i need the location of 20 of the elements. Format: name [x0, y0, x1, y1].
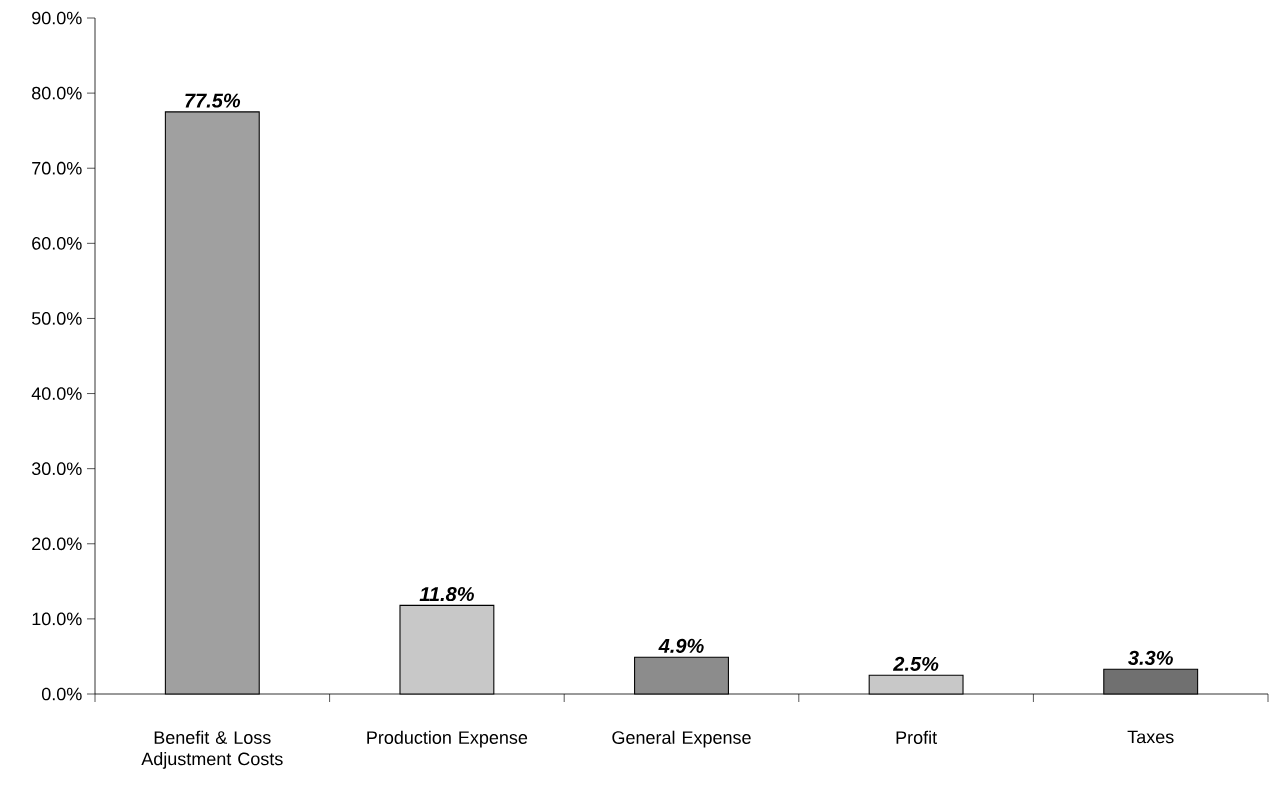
y-tick-label: 70.0% — [32, 161, 82, 175]
y-tick-label: 90.0% — [32, 11, 82, 25]
y-tick-label: 0.0% — [41, 687, 82, 701]
x-tick-label: Benefit & Loss Adjustment Costs — [141, 730, 283, 769]
x-tick-label: Taxes — [1127, 730, 1174, 744]
x-tick-label: Production Expense — [367, 730, 528, 748]
y-tick-label: 30.0% — [31, 462, 82, 476]
data-label: 11.8% — [419, 586, 474, 602]
y-tick-label: 20.0% — [32, 537, 82, 551]
data-label: 2.5% — [893, 656, 939, 671]
data-label: 3.3% — [1128, 650, 1173, 665]
y-tick-label: 80.0% — [32, 86, 82, 100]
data-label: 4.9% — [658, 638, 704, 653]
y-tick-label: 10.0% — [32, 612, 82, 626]
y-tick-label: 50.0% — [31, 312, 82, 325]
x-tick-label: Profit — [896, 730, 937, 744]
data-label: 77.5% — [185, 93, 241, 108]
y-tick-label: 40.0% — [31, 387, 82, 400]
x-tick-label: General Expense — [612, 730, 751, 748]
y-tick-label: 60.0% — [32, 236, 82, 250]
